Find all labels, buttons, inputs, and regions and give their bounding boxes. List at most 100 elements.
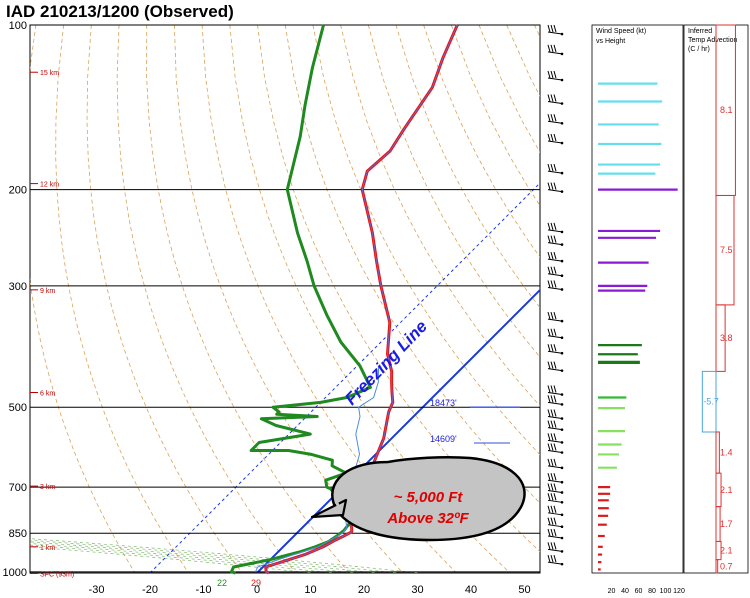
wind-barb-flag bbox=[550, 133, 554, 142]
dewpoint-profile bbox=[229, 24, 372, 575]
advection-value: 3.8 bbox=[720, 333, 733, 343]
wind-barb bbox=[547, 344, 564, 355]
wind-barb-flag bbox=[550, 443, 554, 451]
wind-barb-flag bbox=[550, 409, 554, 417]
wind-barb-flag bbox=[547, 114, 551, 122]
temp-tick-label: -30 bbox=[89, 584, 105, 596]
wind-barb bbox=[547, 222, 564, 234]
wind-barb-staff bbox=[547, 401, 563, 405]
wind-barb-flag bbox=[553, 24, 557, 33]
wind-barb-flag bbox=[547, 182, 551, 190]
wind-barb-flag bbox=[553, 235, 557, 243]
callout-pointer-joint bbox=[335, 502, 343, 514]
wind-barb-flag bbox=[553, 133, 557, 142]
wind-barb bbox=[547, 473, 564, 484]
wind-barb-staff bbox=[547, 189, 563, 193]
wind-barb-flag bbox=[550, 361, 554, 369]
wind-barb-flag bbox=[550, 395, 554, 403]
advection-value: 2.1 bbox=[720, 546, 733, 556]
advection-layer bbox=[715, 431, 720, 474]
wind-barb-flag bbox=[553, 44, 557, 53]
wind-barb-flag bbox=[547, 94, 551, 102]
wind-barb-flag bbox=[547, 420, 551, 428]
wind-barb-flag bbox=[553, 505, 557, 513]
wind-barb-flag bbox=[547, 473, 551, 481]
advection-layer bbox=[715, 559, 719, 574]
wind-barb-flag bbox=[553, 420, 557, 428]
wind-barb-staff bbox=[547, 465, 563, 469]
wind-barb-dot bbox=[560, 351, 564, 355]
wind-barb bbox=[547, 361, 564, 372]
wind-barb-flag bbox=[547, 344, 551, 352]
wind-barb-flag bbox=[553, 483, 557, 491]
wind-barb-flag bbox=[553, 433, 557, 441]
wind-barb-flag bbox=[553, 517, 557, 525]
wind-barb-staff bbox=[547, 427, 563, 431]
wind-barb bbox=[547, 94, 564, 105]
wind-barb-staff bbox=[547, 548, 563, 552]
wind-barb-flag bbox=[547, 483, 551, 491]
wind-barb-dot bbox=[560, 525, 564, 528]
wind-barb-dot bbox=[560, 491, 564, 494]
wind-barb-flag bbox=[553, 266, 557, 274]
wind-barb-flag bbox=[550, 505, 554, 513]
wind-barb-flag bbox=[553, 409, 557, 417]
wind-barb-dot bbox=[560, 562, 564, 566]
wind-barb-staff bbox=[547, 229, 563, 233]
wind-barb-flag bbox=[547, 235, 551, 243]
wind-barb-flag bbox=[550, 433, 554, 441]
dry-adiabat bbox=[506, 25, 540, 97]
wind-barb-dot bbox=[560, 171, 564, 175]
wind-barb-flag bbox=[550, 235, 554, 243]
temp-advection-panel: Inferred Temp Advection (C / hr) 8.1 7.5 3… bbox=[683, 24, 749, 574]
wind-barb-staff bbox=[547, 120, 563, 124]
wind-barb-flag bbox=[550, 266, 554, 274]
wind-barb-flag bbox=[547, 395, 551, 403]
chart-title: IAD 210213/1200 (Observed) bbox=[6, 2, 234, 21]
wind-barb-staff bbox=[547, 524, 563, 528]
wind-barb-dot bbox=[560, 369, 564, 372]
wind-tick-label: 60 bbox=[635, 588, 643, 595]
advection-layer bbox=[701, 370, 717, 433]
wind-barb-flag bbox=[550, 473, 554, 481]
wind-barb-staff bbox=[547, 286, 563, 290]
wind-panel-subtitle: vs Height bbox=[596, 38, 625, 45]
wind-tick-label: 100 bbox=[660, 588, 672, 595]
height-label: 9 km bbox=[40, 288, 55, 295]
pressure-tick-label: 200 bbox=[9, 185, 27, 197]
pressure-tick-label: 700 bbox=[9, 482, 27, 494]
advection-value: 1.4 bbox=[720, 448, 733, 458]
wind-panel-frame bbox=[591, 24, 684, 574]
profiles-layer: 22 29 bbox=[217, 24, 459, 588]
wind-panel: Wind Speed (kt) vs Height 20 40 60 80 100 120 bbox=[547, 24, 685, 595]
temp-tick-label: 20 bbox=[358, 584, 370, 596]
wind-barb-dot bbox=[560, 393, 564, 396]
wind-barb-flag bbox=[550, 311, 554, 320]
wind-barb-flag bbox=[547, 44, 551, 53]
wind-barb-flag bbox=[550, 528, 554, 537]
pressure-tick-label: 100 bbox=[9, 20, 27, 32]
wind-barb-staff bbox=[547, 416, 563, 420]
height-label: SFC (93m) bbox=[40, 571, 74, 578]
wind-barb-flag bbox=[550, 280, 554, 288]
height-label: 3 km bbox=[40, 484, 55, 491]
wind-barb-flag bbox=[547, 433, 551, 441]
wind-barb-flag bbox=[553, 385, 557, 393]
wind-barb-flag bbox=[547, 328, 551, 336]
wind-barb-dot bbox=[560, 417, 564, 420]
wind-barb-flag bbox=[553, 222, 557, 231]
wind-barb-staff bbox=[547, 77, 563, 81]
wind-barb-flag bbox=[547, 251, 551, 260]
wind-barb bbox=[547, 163, 564, 175]
wind-barb-staff bbox=[547, 318, 563, 322]
wind-barb bbox=[547, 517, 564, 528]
wind-barb-dot bbox=[560, 513, 564, 517]
wind-barb-dot bbox=[560, 190, 564, 193]
virtual-temperature-profile bbox=[265, 24, 458, 574]
pressure-tick-label: 1000 bbox=[3, 567, 27, 579]
wind-barb-flag bbox=[547, 443, 551, 451]
wind-barb-flag bbox=[550, 163, 554, 172]
wind-barb-staff bbox=[547, 392, 563, 396]
wind-barb-dot bbox=[560, 466, 564, 470]
